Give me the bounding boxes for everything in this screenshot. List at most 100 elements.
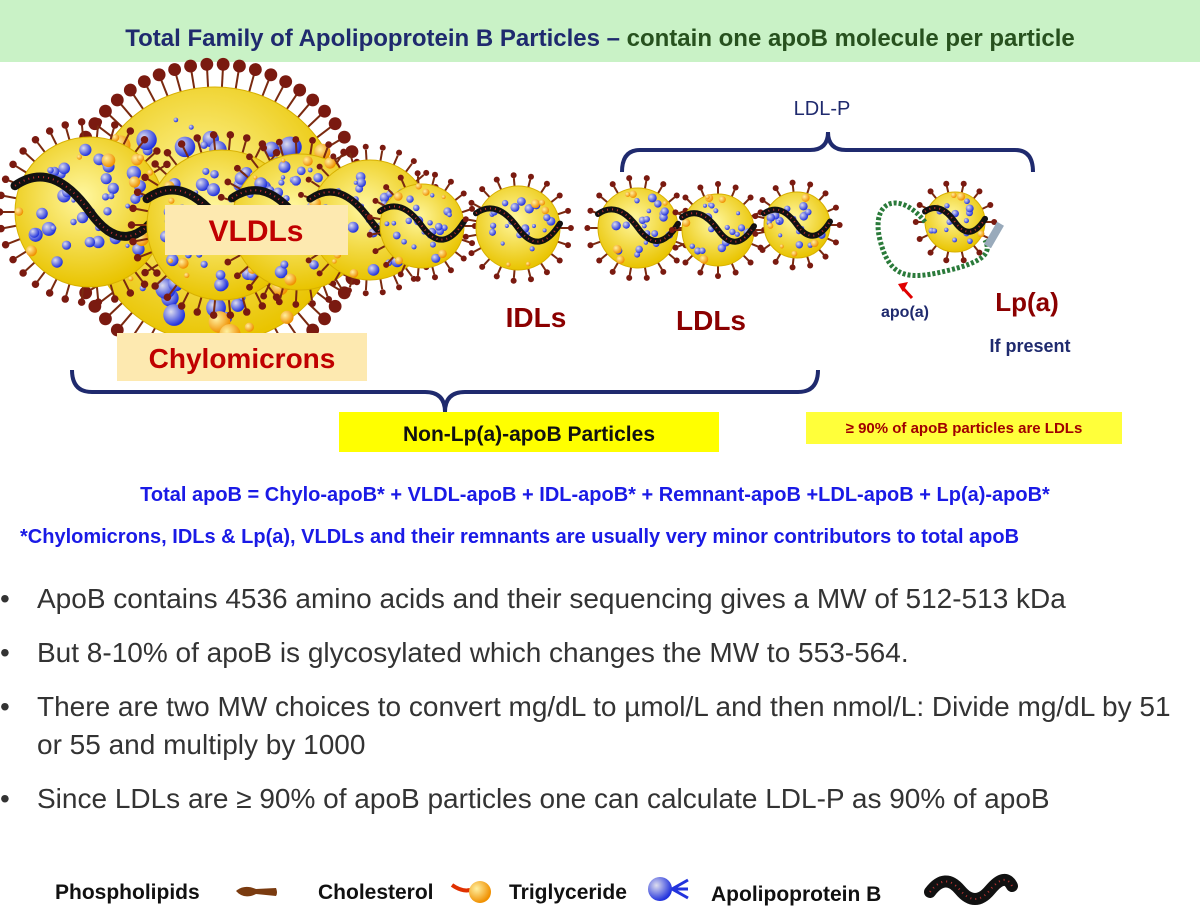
phospholipid-tail — [364, 279, 368, 291]
cholesterol — [14, 207, 24, 216]
cholesterol — [438, 249, 447, 259]
phospholipid-tail — [119, 311, 133, 328]
triglyceride — [280, 175, 286, 180]
phospholipid-head — [565, 207, 572, 214]
phospholipid-tail — [234, 70, 240, 89]
phospholipid-tail — [348, 277, 354, 288]
triglyceride — [406, 195, 414, 203]
phospholipid-tail — [454, 251, 463, 258]
phospholipid-tail — [157, 165, 168, 176]
phospholipid-tail — [294, 142, 298, 155]
cholesterol — [612, 244, 622, 254]
phospholipid-head — [660, 181, 667, 188]
triglyceride — [611, 220, 621, 231]
phospholipid-head — [137, 75, 151, 89]
phospholipid-head — [328, 299, 342, 313]
triglyceride — [500, 241, 505, 246]
phospholipid-tail — [310, 180, 321, 188]
phospholipid-head — [77, 118, 86, 126]
phospholipid-head — [468, 199, 475, 206]
triglyceride — [635, 245, 643, 254]
phospholipid-head — [246, 153, 253, 161]
phospholipid-head — [168, 63, 182, 76]
phospholipid-tail — [667, 196, 676, 204]
phospholipid-head — [258, 302, 267, 310]
phospholipid-tail — [686, 254, 694, 262]
phospholipid-tail — [540, 185, 547, 194]
cholesterol — [957, 192, 966, 201]
cholesterol — [422, 188, 430, 196]
phospholipid-tail — [230, 182, 242, 190]
phospholipid-tail — [557, 240, 566, 246]
triglyceride — [353, 180, 358, 185]
phospholipid-tail — [147, 178, 159, 187]
cholesterol — [128, 176, 141, 188]
phospholipid-head — [987, 201, 994, 208]
phospholipid-head — [233, 272, 241, 280]
phospholipid-tail — [4, 195, 17, 200]
phospholipid-head — [672, 244, 679, 251]
cholesterol — [302, 156, 313, 167]
phospholipid-head — [584, 225, 591, 231]
triglyceride — [510, 202, 520, 212]
phospholipid-head — [715, 180, 721, 187]
phospholipid-head — [19, 147, 27, 155]
phospholipid-head — [366, 214, 373, 221]
phospholipid-tail — [80, 286, 85, 299]
phospholipid-tail — [108, 113, 123, 128]
phospholipid-head — [1, 240, 10, 249]
phospholipid-head — [243, 308, 251, 316]
cholesterol — [682, 218, 691, 227]
phospholipid-tail — [372, 231, 381, 236]
apob-dots — [309, 191, 431, 241]
cholesterol — [662, 200, 668, 206]
phospholipid-tail — [931, 244, 938, 252]
phospholipid-tail — [36, 271, 46, 283]
phospholipid-head — [960, 180, 967, 187]
phospholipid-head — [316, 163, 323, 170]
phospholipid-tail — [677, 242, 686, 248]
phospholipid-head — [626, 175, 633, 182]
phospholipid-tail — [334, 158, 341, 169]
phospholipid-head — [927, 249, 934, 256]
phospholipid-head — [233, 164, 241, 172]
phospholipid-head — [682, 194, 689, 201]
header: Total Family of Apolipoprotein B Particl… — [125, 25, 1075, 52]
phospholipid-tail — [264, 150, 271, 162]
phospholipid-tail — [109, 283, 115, 296]
phospholipid-head — [789, 179, 796, 186]
triglyceride — [702, 203, 707, 208]
phospholipid-head — [822, 190, 829, 197]
cholesterol — [791, 250, 798, 257]
triglyceride — [634, 251, 641, 258]
triglyceride — [313, 173, 323, 183]
phospholipid-head — [556, 192, 563, 199]
phospholipid-head — [293, 83, 307, 97]
phospholipid-tail — [108, 302, 123, 317]
triglyceride — [944, 227, 949, 233]
chylo-box — [117, 333, 367, 381]
apob-dots — [763, 208, 831, 237]
triglyceride — [51, 256, 63, 268]
triglyceride — [274, 265, 288, 279]
cholesterol — [718, 196, 726, 204]
triglyceride — [200, 141, 208, 149]
cholesterol — [629, 190, 637, 199]
phospholipid-head — [260, 292, 268, 300]
triglyceride — [29, 227, 40, 238]
triglyceride — [392, 231, 401, 240]
phospholipid-tail — [592, 240, 601, 246]
phospholipid-head — [61, 295, 69, 303]
phospholipid-tail — [945, 186, 950, 193]
phospholipid-head — [193, 308, 201, 316]
phospholipid-tail — [818, 194, 825, 202]
phospholipid-head — [133, 188, 142, 197]
phospholipid-head — [226, 311, 235, 319]
phospholipid-tail — [50, 133, 58, 146]
phospholipid-tail — [261, 78, 271, 97]
phospholipid-head — [264, 68, 278, 82]
phospholipid-head — [325, 141, 333, 149]
phospholipid-tail — [454, 194, 463, 201]
phospholipid-head — [447, 178, 454, 185]
phospholipid-tail — [144, 261, 155, 272]
